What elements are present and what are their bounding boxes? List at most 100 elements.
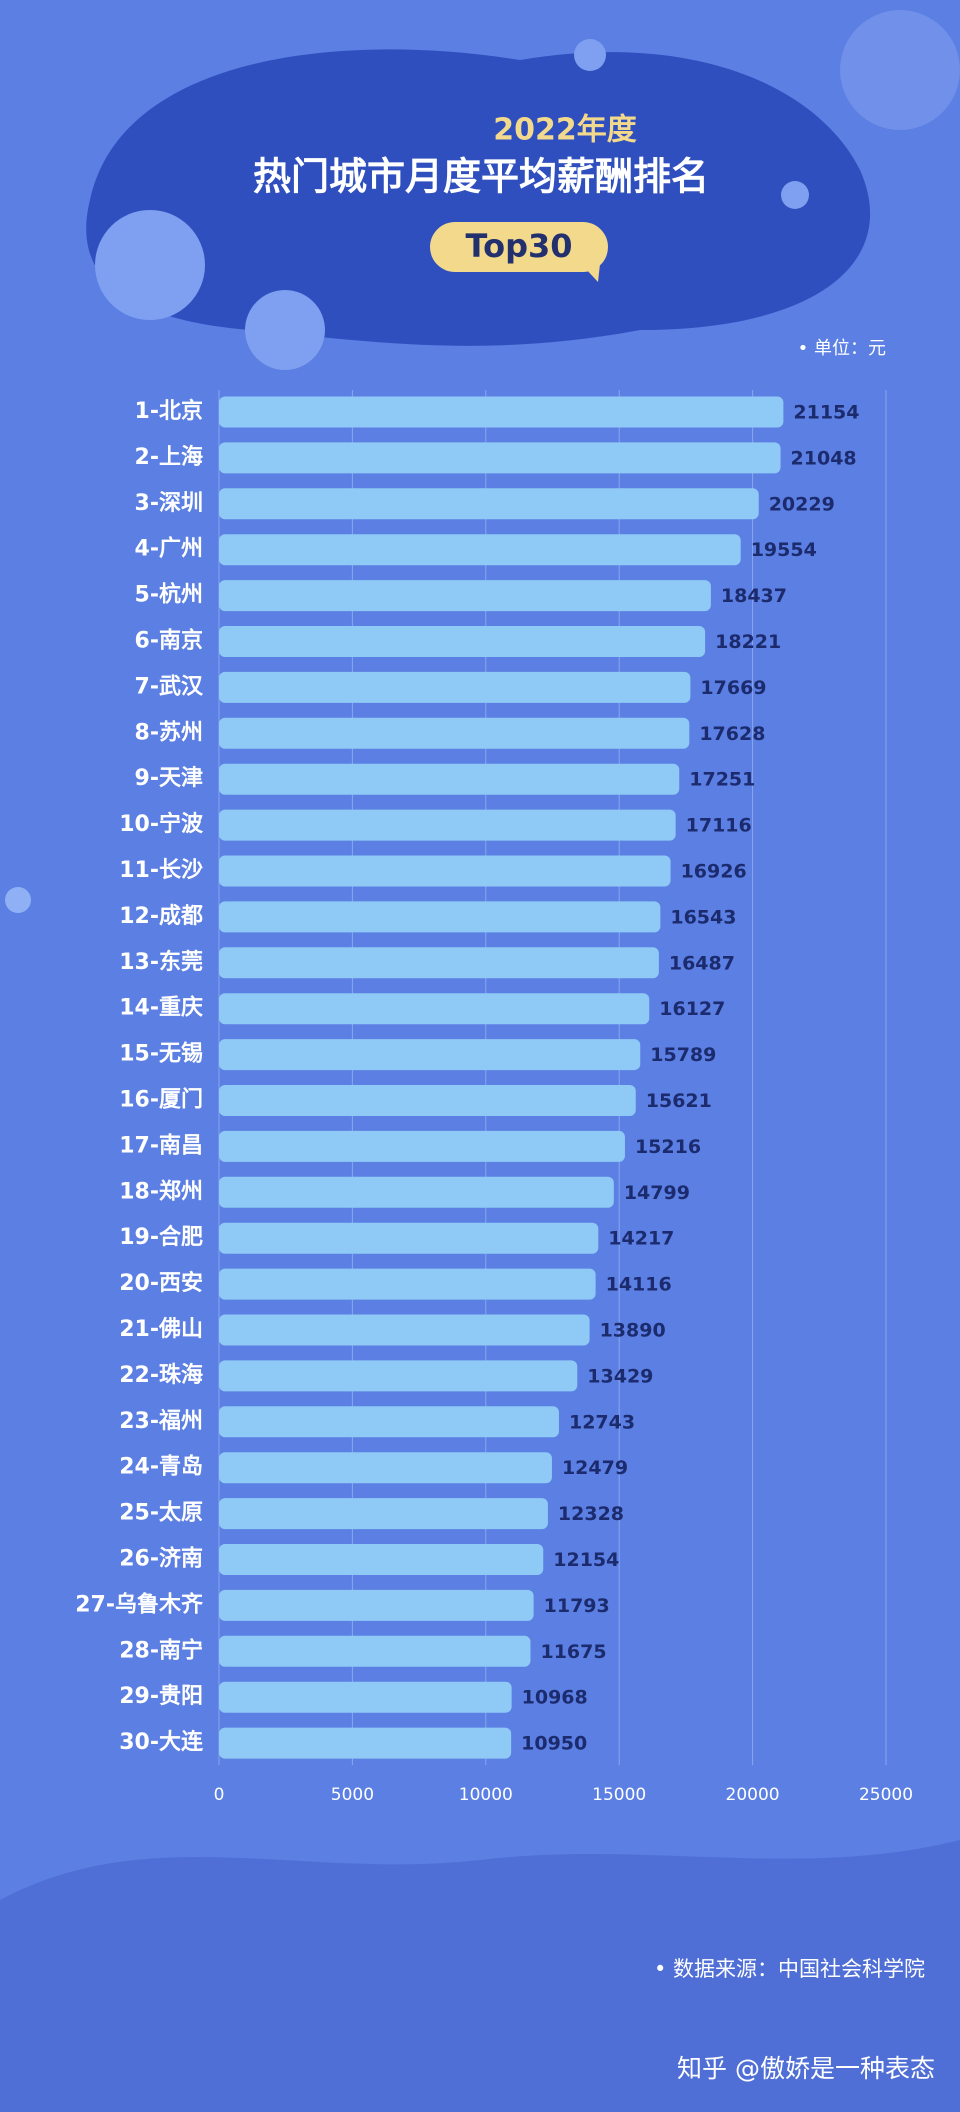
y-tick-label: 17-南昌 (119, 1133, 203, 1158)
badge-pill (430, 222, 608, 272)
y-tick-label: 6-南京 (135, 628, 203, 654)
bar (219, 763, 680, 795)
y-tick-label: 28-南宁 (119, 1637, 203, 1663)
value-label: 15621 (646, 1090, 712, 1112)
y-tick-label: 30-大连 (119, 1729, 204, 1755)
y-tick-label: 1-北京 (135, 398, 203, 424)
value-label: 21154 (793, 402, 859, 424)
y-tick-label: 19-合肥 (119, 1224, 203, 1250)
decor-circle (840, 10, 960, 130)
y-tick-label: 13-东莞 (119, 949, 203, 975)
y-tick-label: 25-太原 (119, 1501, 203, 1526)
y-tick-label: 27-乌鲁木齐 (75, 1591, 204, 1617)
value-label: 16543 (670, 906, 736, 928)
bar (219, 1085, 636, 1116)
y-tick-label: 18-郑州 (119, 1179, 203, 1204)
y-tick-label: 9-天津 (135, 765, 203, 791)
bar (219, 1498, 548, 1530)
watermark: 知乎 @傲娇是一种表态 (677, 2054, 935, 2083)
value-label: 17669 (700, 677, 766, 699)
value-label: 12743 (569, 1411, 635, 1433)
value-label: 11675 (540, 1641, 606, 1663)
value-label: 14116 (606, 1274, 672, 1296)
value-label: 19554 (751, 539, 817, 561)
value-label: 16127 (659, 998, 725, 1020)
decor-circle (574, 39, 606, 71)
value-label: 15789 (650, 1044, 716, 1066)
y-tick-label: 23-福州 (119, 1409, 203, 1434)
y-tick-label: 14-重庆 (119, 995, 203, 1021)
value-label: 18221 (715, 631, 781, 653)
decor-circle (781, 181, 809, 209)
y-tick-label: 5-杭州 (135, 582, 203, 608)
value-label: 15216 (635, 1136, 701, 1158)
supertitle: 2022年度 (493, 113, 637, 148)
bar (219, 1727, 512, 1759)
bar (219, 1544, 544, 1575)
bar (219, 534, 741, 566)
x-tick-label: 20000 (726, 1785, 780, 1805)
y-tick-label: 8-苏州 (135, 719, 203, 745)
bar (219, 626, 706, 657)
y-tick-label: 22-珠海 (119, 1362, 203, 1388)
value-label: 14799 (624, 1182, 690, 1204)
title-blob (86, 49, 871, 346)
value-label: 18437 (721, 585, 787, 607)
y-tick-label: 4-广州 (135, 536, 203, 562)
bar (219, 1681, 512, 1713)
y-tick-label: 10-宁波 (119, 811, 204, 837)
y-tick-label: 24-青岛 (119, 1454, 203, 1480)
x-tick-label: 0 (214, 1785, 225, 1805)
value-label: 14217 (608, 1228, 674, 1250)
bar (219, 993, 650, 1025)
decor-circle (5, 887, 31, 913)
unit-label: • 单位：元 (798, 338, 886, 359)
value-label: 11793 (544, 1595, 610, 1617)
y-tick-label: 11-长沙 (119, 858, 203, 883)
value-label: 12479 (562, 1457, 628, 1479)
source-label: • 数据来源：中国社会科学院 (654, 1957, 925, 1981)
decor-circle (245, 290, 325, 370)
value-label: 13429 (587, 1365, 653, 1387)
value-label: 12328 (558, 1503, 624, 1525)
value-label: 10968 (522, 1687, 588, 1709)
bar (219, 488, 759, 520)
chart-title: 热门城市月度平均薪酬排名 (253, 155, 709, 199)
value-label: 10950 (521, 1733, 587, 1755)
value-label: 16926 (681, 861, 747, 883)
bar (219, 947, 659, 979)
bar (219, 809, 676, 841)
bottom-wave (0, 1840, 960, 2112)
x-tick-label: 5000 (331, 1785, 374, 1805)
y-tick-label: 26-济南 (119, 1546, 203, 1572)
bar (219, 1635, 531, 1667)
x-tick-label: 15000 (592, 1785, 646, 1805)
bar (219, 1039, 641, 1071)
y-tick-label: 3-深圳 (135, 491, 203, 516)
y-tick-label: 2-上海 (135, 444, 203, 470)
y-tick-label: 20-西安 (119, 1270, 203, 1296)
bar (219, 1406, 559, 1438)
bar (219, 396, 784, 428)
value-label: 17251 (689, 769, 755, 791)
value-label: 12154 (553, 1549, 619, 1571)
bar (219, 717, 690, 749)
bar (219, 855, 671, 887)
value-label: 17116 (686, 815, 752, 837)
bar (219, 1222, 599, 1254)
y-tick-label: 16-厦门 (119, 1087, 203, 1113)
bar (219, 1130, 625, 1162)
badge-text: Top30 (466, 227, 573, 265)
y-tick-label: 15-无锡 (119, 1042, 203, 1067)
x-tick-label: 10000 (459, 1785, 513, 1805)
decor-circle (95, 210, 205, 320)
y-tick-label: 21-佛山 (119, 1317, 203, 1342)
bar (219, 442, 781, 474)
bar (219, 1268, 596, 1300)
bar (219, 671, 691, 703)
value-label: 20229 (769, 493, 835, 515)
bar (219, 1589, 534, 1621)
badge-tail (585, 264, 600, 282)
